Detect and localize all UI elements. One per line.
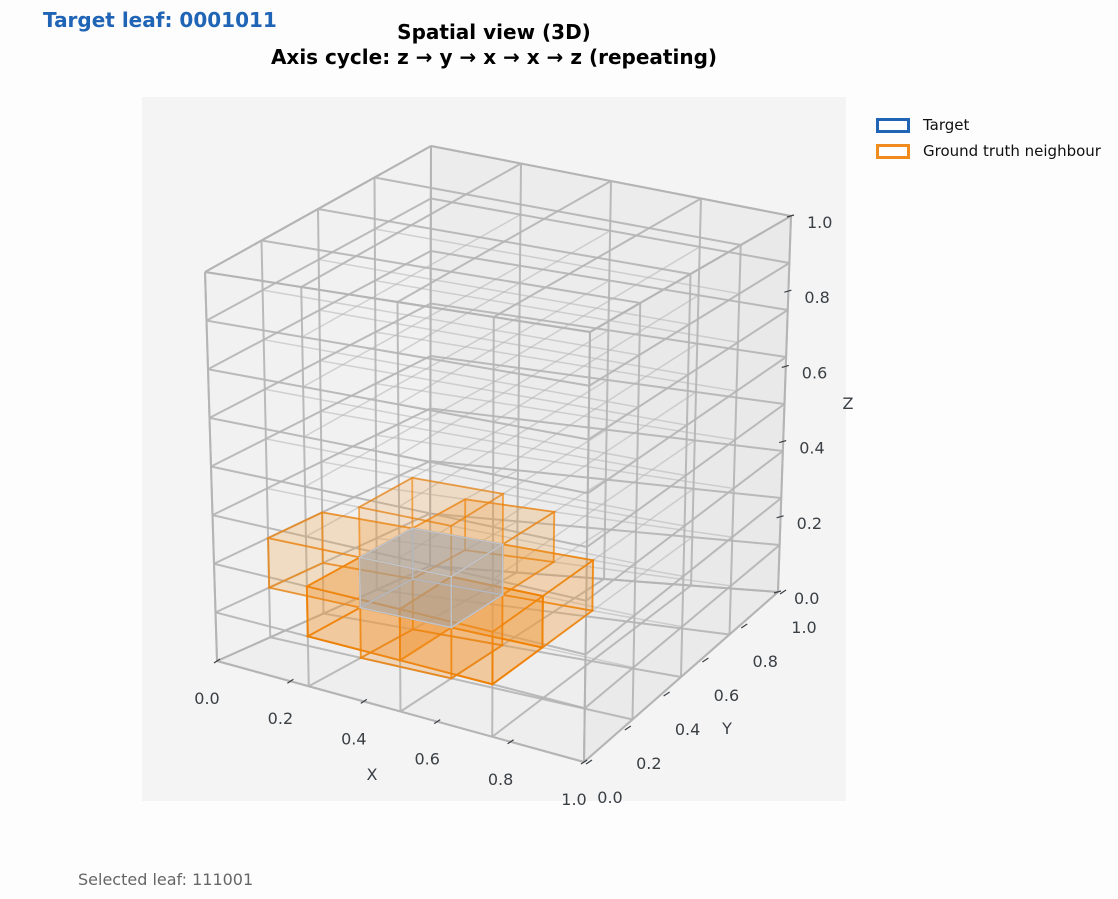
axes: 0.0 0.2 0.4 0.6 0.8 1.0 X 0.0 0.2 0.4 0.6 0.8 1.0 Y 0.…: [194, 213, 853, 809]
chart-title-line-2: Axis cycle: z → y → x → x → z (repeating…: [270, 45, 718, 69]
legend-item-neighbour: Ground truth neighbour: [876, 138, 1101, 164]
svg-text:Z: Z: [843, 394, 854, 413]
voxel-edges: [204, 145, 792, 763]
svg-text:0.4: 0.4: [799, 439, 824, 458]
neighbour-swatch-icon: [876, 143, 910, 159]
svg-text:0.2: 0.2: [797, 514, 822, 533]
target-swatch-icon: [876, 117, 910, 133]
chart-title-line-1: Spatial view (3D): [397, 20, 591, 44]
svg-text:0.2: 0.2: [636, 754, 661, 773]
svg-text:0.8: 0.8: [752, 652, 777, 671]
svg-text:1.0: 1.0: [561, 790, 586, 809]
svg-text:Y: Y: [721, 719, 732, 738]
svg-text:0.8: 0.8: [488, 770, 513, 789]
svg-text:1.0: 1.0: [791, 618, 816, 637]
selected-leaf-label: Selected leaf: 111001: [78, 870, 254, 889]
target-leaf-label: Target leaf: 0001011: [43, 8, 277, 32]
svg-text:1.0: 1.0: [807, 213, 832, 232]
chart-title: Spatial view (3D) Axis cycle: z → y → x …: [0, 20, 988, 70]
svg-text:0.2: 0.2: [268, 709, 293, 728]
legend-item-target: Target: [876, 112, 1101, 138]
legend-label-target: Target: [923, 116, 970, 134]
highlight-boxes: [265, 476, 596, 687]
legend: Target Ground truth neighbour: [876, 112, 1101, 164]
svg-text:X: X: [367, 765, 378, 784]
svg-text:0.4: 0.4: [675, 720, 700, 739]
svg-text:0.6: 0.6: [802, 363, 827, 382]
svg-text:0.4: 0.4: [341, 729, 366, 748]
svg-text:0.6: 0.6: [414, 750, 439, 769]
svg-text:0.0: 0.0: [794, 589, 819, 608]
svg-text:0.0: 0.0: [194, 689, 219, 708]
legend-label-neighbour: Ground truth neighbour: [923, 142, 1101, 160]
svg-text:0.6: 0.6: [714, 686, 739, 705]
svg-text:0.8: 0.8: [804, 288, 829, 307]
svg-text:0.0: 0.0: [597, 788, 622, 807]
